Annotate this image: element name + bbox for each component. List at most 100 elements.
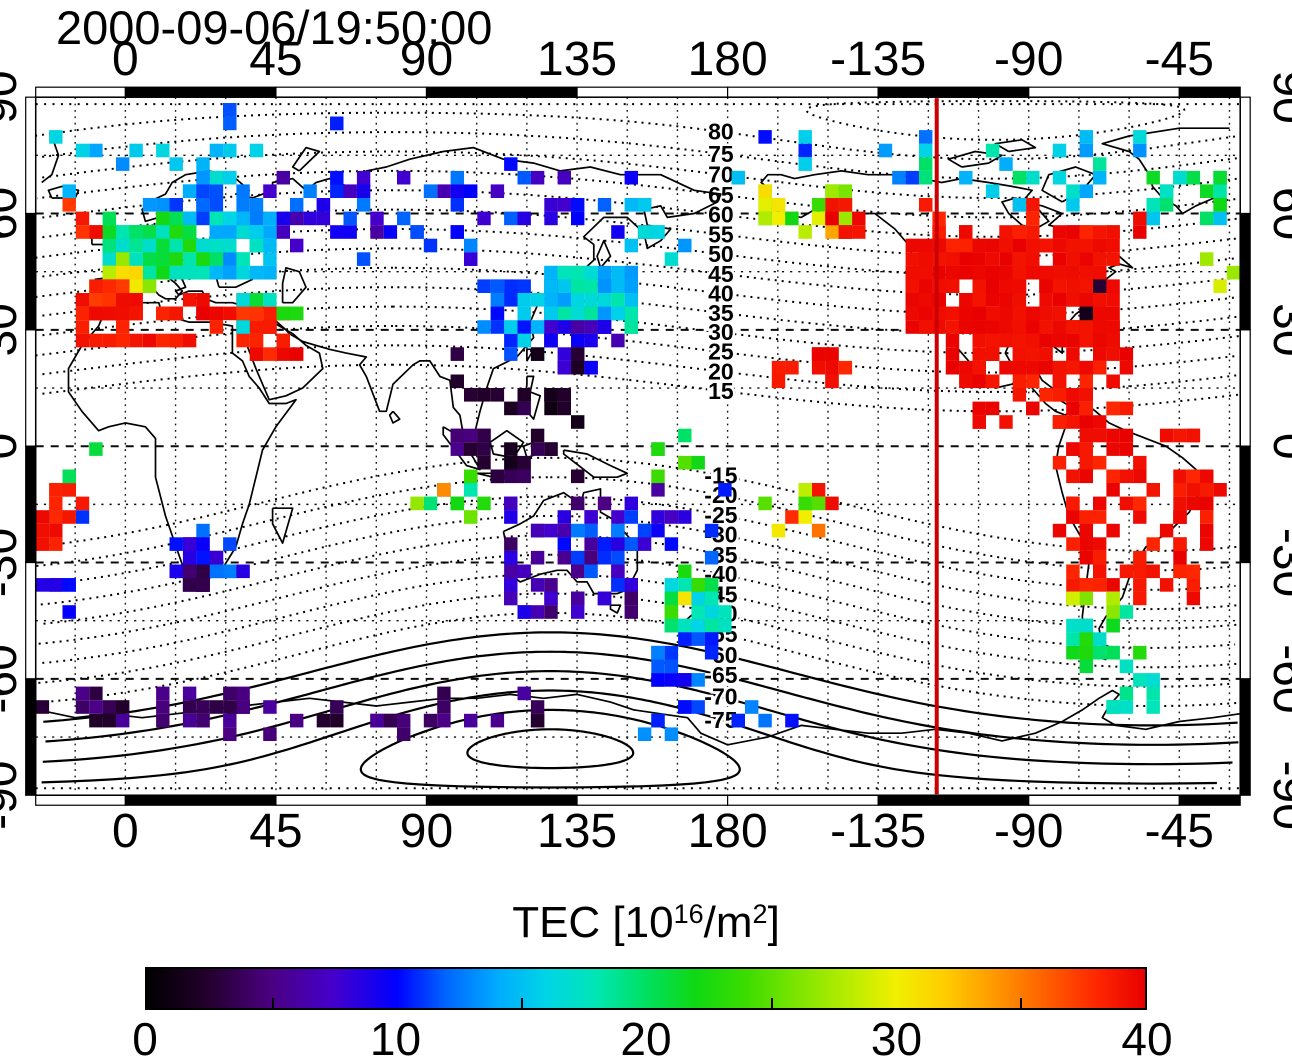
tec-cell (530, 320, 545, 334)
axis-frame-segment (1028, 794, 1180, 806)
tec-cell (651, 510, 665, 524)
tec-cell (196, 265, 210, 280)
tec-cell (437, 184, 451, 198)
tec-cell (1012, 388, 1027, 402)
tec-cell (370, 713, 384, 728)
tec-cell (75, 700, 90, 714)
tec-cell (985, 320, 1000, 334)
axis-frame-segment (425, 794, 578, 806)
tec-cell (129, 306, 143, 321)
tec-cell (1119, 360, 1134, 375)
tec-cell (651, 673, 665, 687)
tec-cell (999, 415, 1013, 429)
tec-cell (571, 265, 585, 280)
tec-cell (571, 469, 585, 484)
tec-cell (945, 279, 960, 293)
tec-cell (1146, 700, 1160, 714)
lat-tick-label-left: 90 (0, 70, 27, 123)
tec-cell (704, 618, 719, 633)
tec-cell (664, 618, 679, 633)
lon-tick-label-bottom: -90 (994, 805, 1063, 858)
tec-cell (1079, 388, 1093, 402)
tec-cell (464, 428, 478, 443)
axis-frame-segment (727, 86, 879, 98)
tec-cell (263, 700, 277, 714)
coastline (502, 488, 639, 595)
tec-cell (276, 211, 290, 226)
tec-cell (223, 170, 237, 185)
tec-cell (544, 605, 558, 619)
axis-frame-segment (1178, 86, 1241, 98)
lat-tick-label-left: 60 (0, 187, 27, 240)
dip-latitude-contour (38, 344, 1237, 393)
tec-cell (1106, 442, 1120, 456)
tec-cell (1052, 238, 1067, 253)
tec-cell (196, 252, 210, 266)
tec-cell (825, 198, 839, 212)
tec-cell (597, 198, 612, 212)
tec-cell (156, 306, 170, 321)
tec-cell (637, 537, 652, 551)
tec-cell (798, 483, 812, 497)
map-canvas: 8075706560555045403530252015-15-20-25-30… (0, 33, 1292, 858)
tec-cell (624, 170, 638, 185)
tec-cell (932, 211, 946, 226)
tec-cell (1093, 510, 1107, 524)
lon-tick-label-bottom: 135 (537, 805, 617, 858)
lon-tick-label-top: 45 (249, 33, 302, 86)
tec-cell (1106, 293, 1120, 307)
tec-cell (611, 265, 625, 280)
tec-cell (1119, 496, 1134, 511)
dip-latitude-contour (44, 612, 1240, 707)
tec-cell (811, 360, 826, 375)
tec-cell (919, 265, 933, 280)
tec-cell (1173, 537, 1187, 551)
tec-cell (75, 293, 90, 307)
tec-cell (343, 184, 357, 198)
lat-tick-label-left: 30 (0, 303, 27, 356)
tec-cell (1133, 645, 1147, 660)
tec-cell (35, 523, 50, 538)
tec-cell (75, 143, 90, 158)
tec-cell (1133, 578, 1147, 592)
tec-cell (1026, 225, 1040, 239)
tec-cell (584, 265, 598, 280)
tec-cell (450, 496, 464, 511)
lon-tick-label-top: 180 (688, 33, 768, 86)
tec-cell (1039, 347, 1053, 361)
tec-cell (102, 293, 116, 307)
tec-cell (169, 198, 183, 212)
tec-cell (718, 483, 732, 497)
tec-cell (557, 523, 571, 538)
tec-cell (1159, 523, 1174, 538)
tec-cell (223, 265, 237, 280)
tec-cell (825, 347, 839, 361)
tec-cell (704, 632, 719, 646)
axis-frame-segment (124, 794, 277, 806)
tec-cell (932, 252, 946, 266)
tec-cell (1066, 564, 1080, 579)
tec-cell (182, 333, 197, 348)
lat-tick-label-right: -60 (1263, 644, 1292, 713)
coastline (526, 348, 535, 362)
tec-cell (825, 496, 839, 511)
dip-latitude-contour (36, 476, 1234, 572)
tec-cell (785, 713, 799, 728)
tec-cell (249, 265, 264, 280)
tec-cell (290, 198, 304, 212)
coastline (67, 301, 297, 583)
tec-cell (156, 333, 170, 348)
lon-tick-label-bottom: 0 (112, 805, 139, 858)
tec-cell (1093, 333, 1107, 348)
tec-cell (1106, 252, 1120, 266)
tec-cell (477, 442, 491, 456)
tec-cell (678, 510, 692, 524)
tec-cell (611, 564, 625, 579)
tec-cell (557, 401, 571, 416)
tec-cell (704, 591, 719, 606)
tec-cell (651, 659, 665, 674)
tec-cell (182, 578, 197, 592)
tec-cell (945, 265, 960, 280)
tec-cell (651, 483, 665, 497)
tec-cell (169, 265, 183, 280)
